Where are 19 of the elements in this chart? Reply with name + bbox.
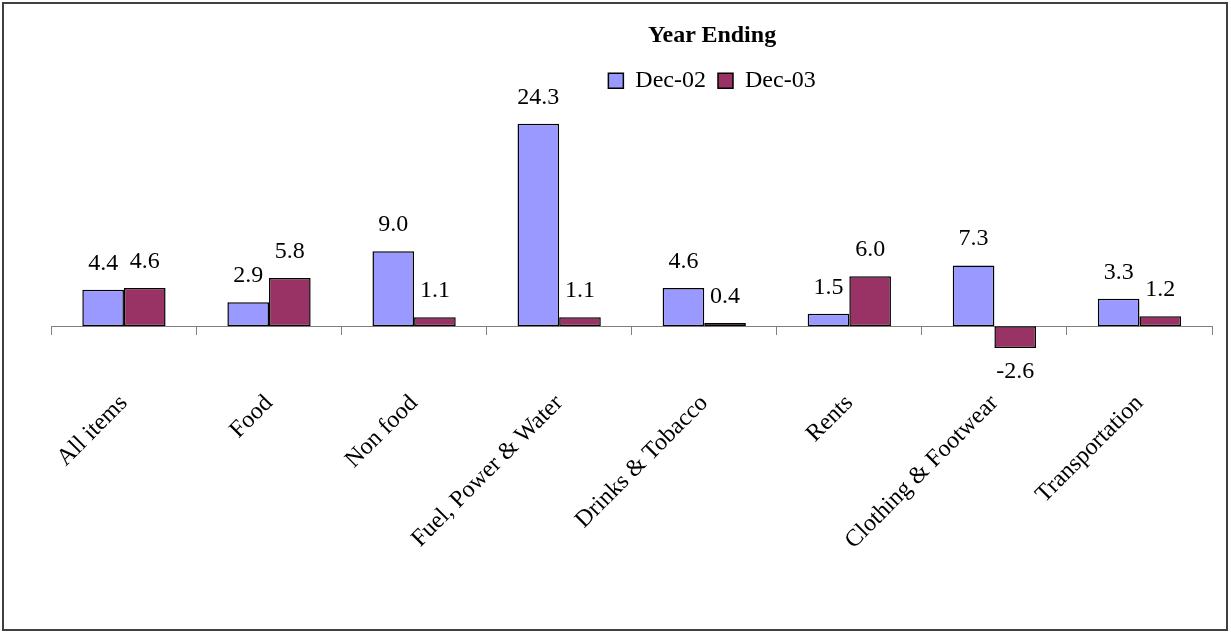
data-label: 24.3 [517,82,560,109]
data-label: 6.0 [855,235,886,262]
data-label: 4.6 [129,246,160,273]
data-label: 9.0 [378,210,409,237]
data-label: 3.3 [1103,257,1134,284]
legend-label: Dec-02 [635,66,707,93]
data-label: 1.5 [813,272,844,299]
legend-title: Year Ending [647,21,777,48]
data-label: 0.4 [710,282,741,308]
data-label: 1.1 [419,276,450,303]
data-label: 4.4 [88,248,119,275]
data-label: 4.6 [668,246,699,273]
data-label: 5.8 [274,236,305,263]
data-label: 1.1 [564,276,595,303]
data-label: 1.2 [1145,275,1176,302]
data-label: 7.3 [958,224,989,251]
data-label: -2.6 [996,357,1035,384]
legend-label: Dec-03 [745,66,816,93]
data-label: 2.9 [233,261,264,288]
